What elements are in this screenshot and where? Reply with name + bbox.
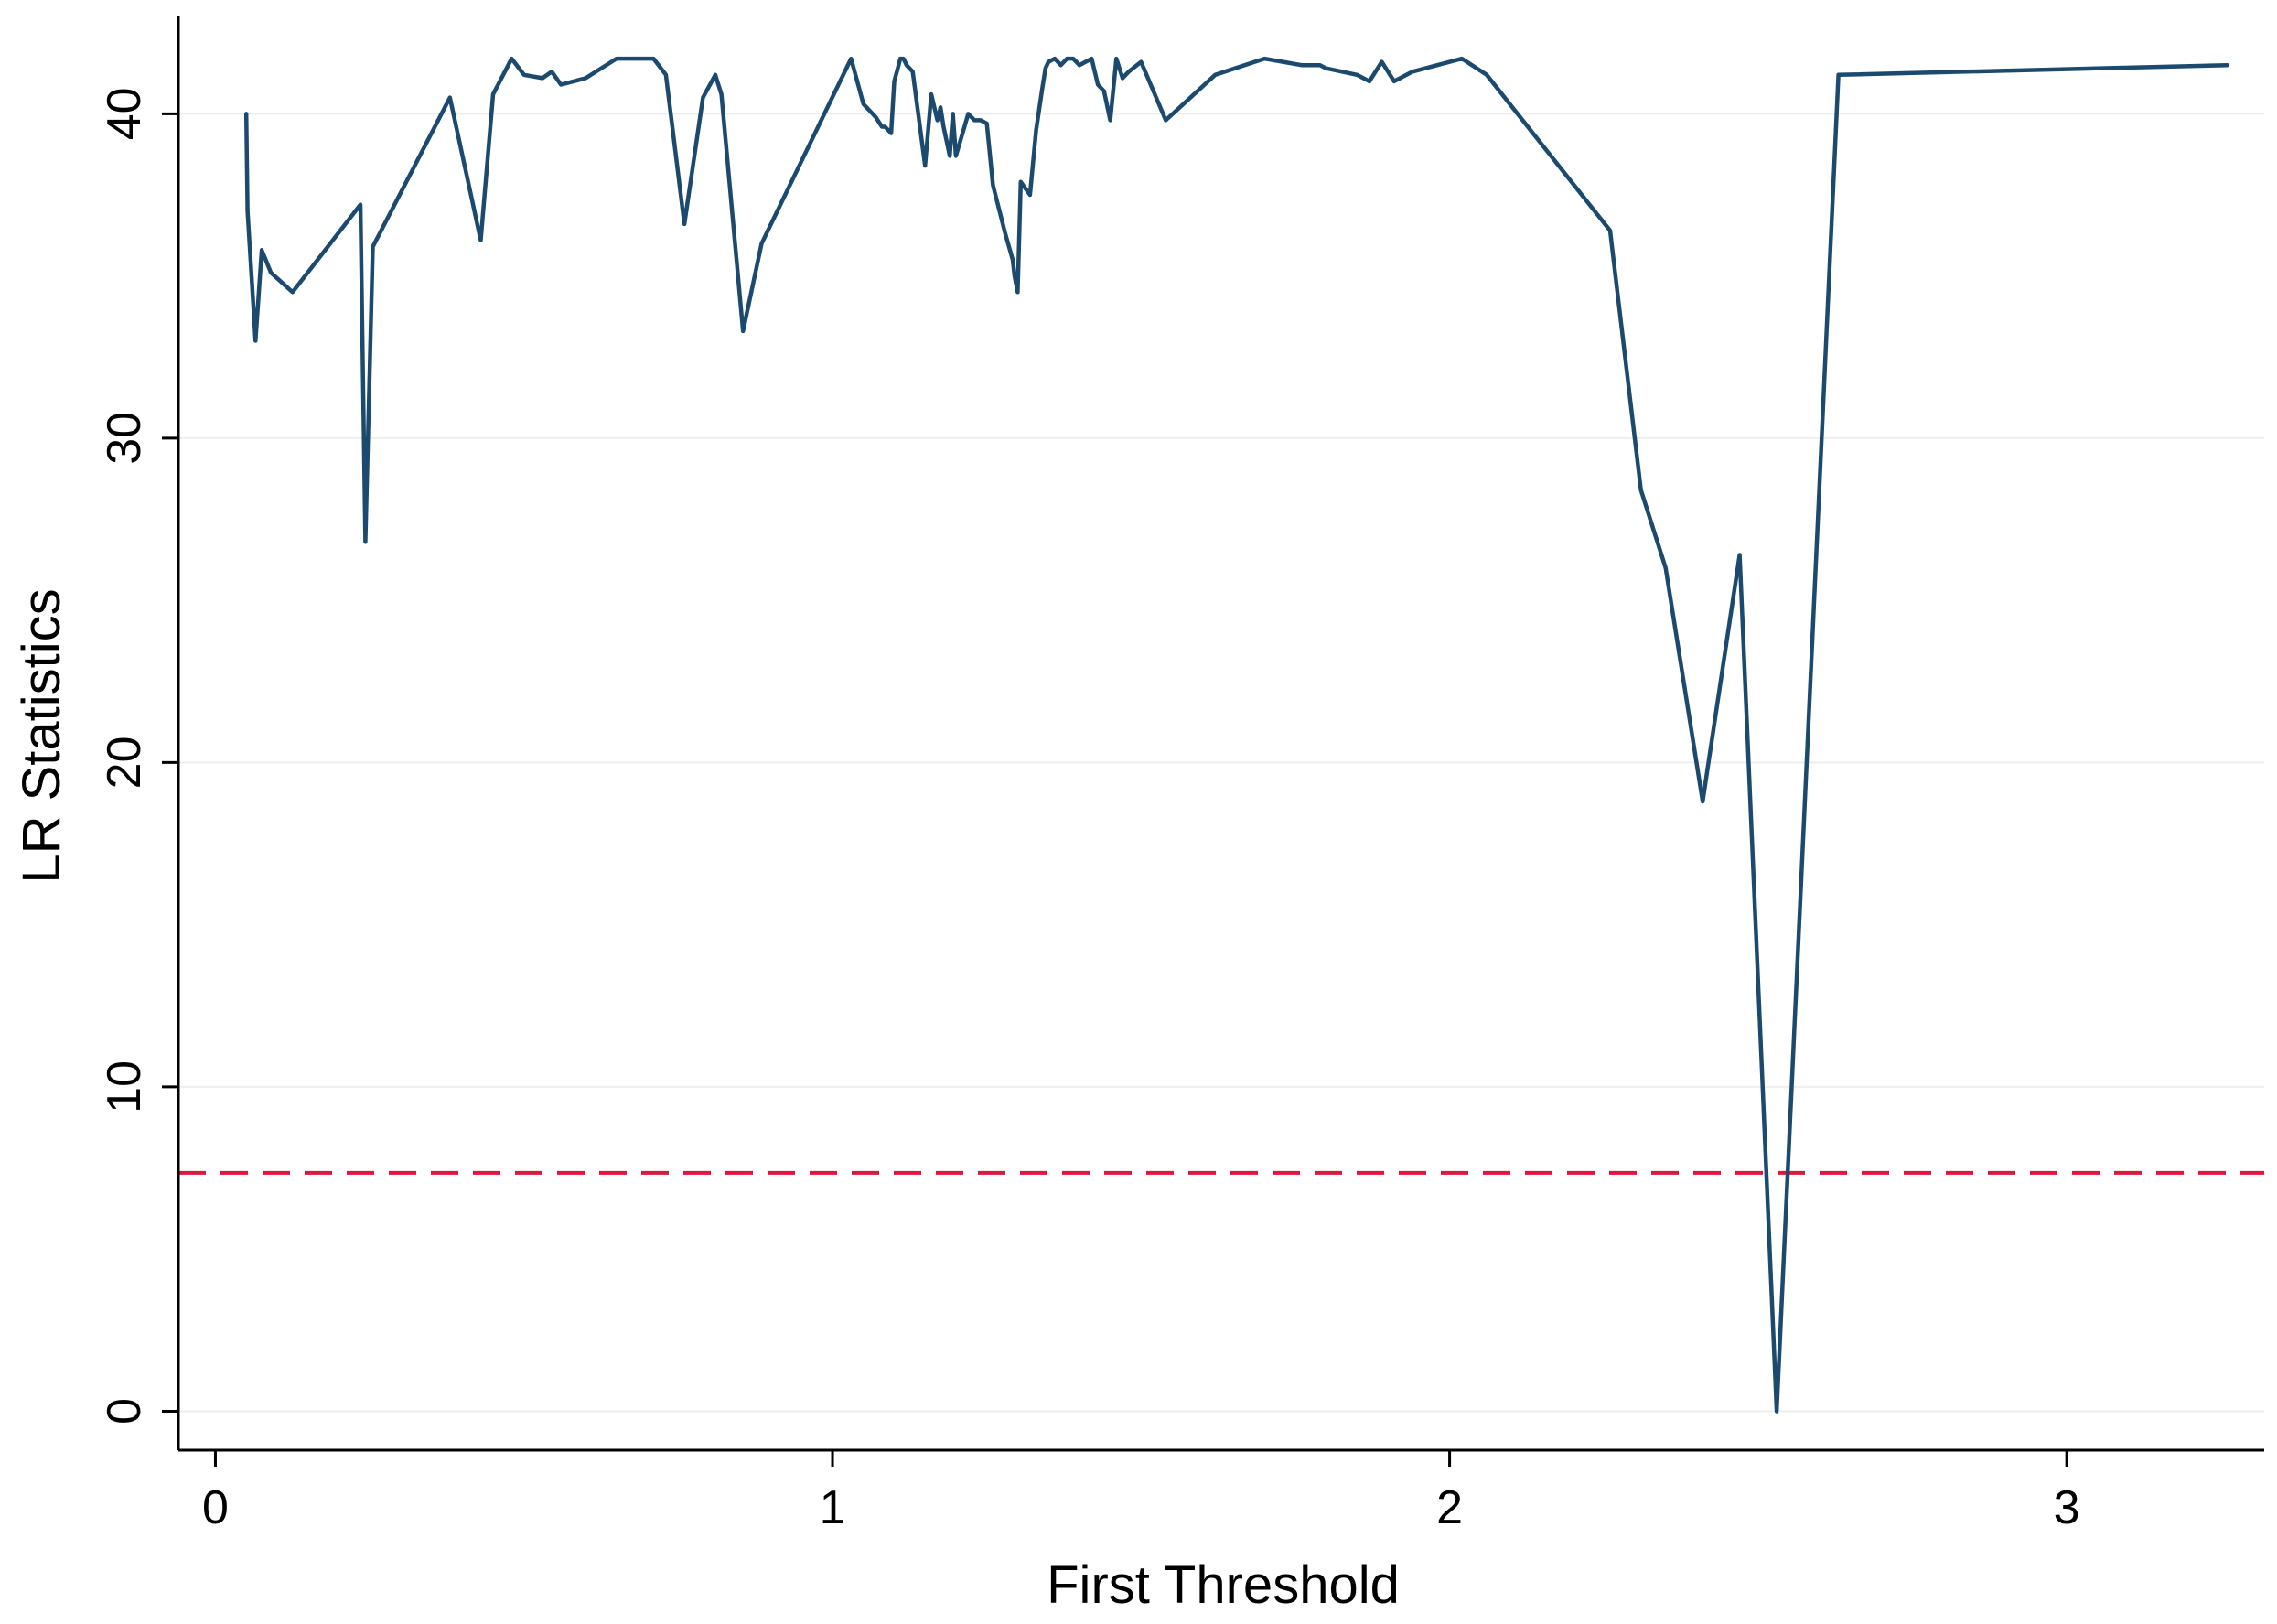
y-tick-label: 30 xyxy=(98,412,151,465)
x-tick-label: 3 xyxy=(2054,1481,2080,1534)
x-tick-label: 0 xyxy=(202,1481,229,1534)
y-axis-ticks: 0 10 20 30 40 xyxy=(98,87,178,1425)
axes: 0 1 2 3 0 10 20 30 40 xyxy=(98,16,2264,1534)
x-axis-ticks: 0 1 2 3 xyxy=(202,1450,2080,1534)
lr-statistic-series-line xyxy=(243,56,2229,1414)
y-axis-title: LR Statistics xyxy=(12,588,71,883)
y-tick-label: 0 xyxy=(98,1398,151,1425)
plot-area xyxy=(178,56,2264,1414)
x-tick-label: 2 xyxy=(1436,1481,1463,1534)
y-tick-label: 40 xyxy=(98,87,151,140)
x-axis-title: First Threshold xyxy=(1047,1555,1400,1615)
y-tick-label: 20 xyxy=(98,736,151,789)
x-tick-label: 1 xyxy=(820,1481,846,1534)
y-tick-label: 10 xyxy=(98,1060,151,1113)
grid-lines xyxy=(178,113,2264,1413)
